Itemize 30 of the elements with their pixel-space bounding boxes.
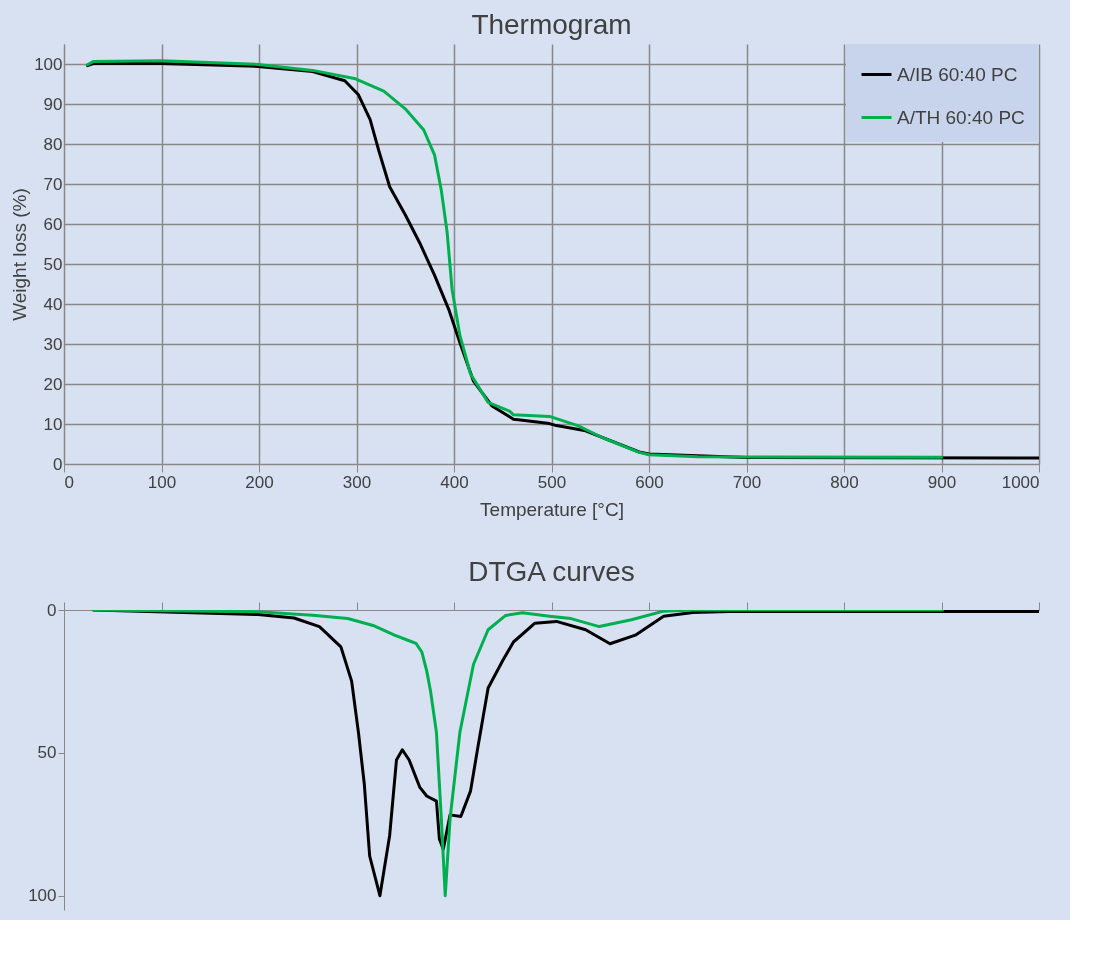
y-axis-title: Weight loss (%) xyxy=(9,188,31,321)
y-tick-label: 100 xyxy=(34,54,63,74)
y-tick-label: 50 xyxy=(43,254,63,274)
x-tick-label: 100 xyxy=(147,472,177,492)
x-tick-label: 200 xyxy=(245,472,274,492)
x-axis-title: Temperature [°C] xyxy=(480,498,624,520)
chart-title: Thermogram xyxy=(471,9,632,40)
y-tick-label: 0 xyxy=(47,600,57,620)
x-tick-label: 1000 xyxy=(1001,472,1040,492)
x-tick-label: 900 xyxy=(927,472,957,492)
y-tick-label: 10 xyxy=(43,414,63,434)
y-tick-label: 100 xyxy=(28,886,57,906)
x-tick-label: 700 xyxy=(732,472,762,492)
y-tick-label: 30 xyxy=(43,334,63,354)
y-tick-label: 40 xyxy=(43,294,63,314)
x-tick-label: 300 xyxy=(342,472,372,492)
legend-label: A/TH 60:40 PC xyxy=(897,106,1025,128)
x-tick-label: 500 xyxy=(537,472,567,492)
y-tick-label: 80 xyxy=(43,134,63,154)
x-tick-label: 600 xyxy=(635,472,664,492)
y-tick-label: 50 xyxy=(37,743,57,763)
legend-label: A/IB 60:40 PC xyxy=(897,63,1018,85)
y-tick-label: 60 xyxy=(43,214,63,234)
x-tick-label: 800 xyxy=(830,472,859,492)
y-tick-label: 70 xyxy=(43,174,63,194)
x-tick-label: 400 xyxy=(440,472,469,492)
y-tick-label: 90 xyxy=(43,94,63,114)
chart-title: DTGA curves xyxy=(468,556,635,587)
y-tick-label: 20 xyxy=(43,374,63,394)
y-tick-label: 0 xyxy=(53,454,63,474)
